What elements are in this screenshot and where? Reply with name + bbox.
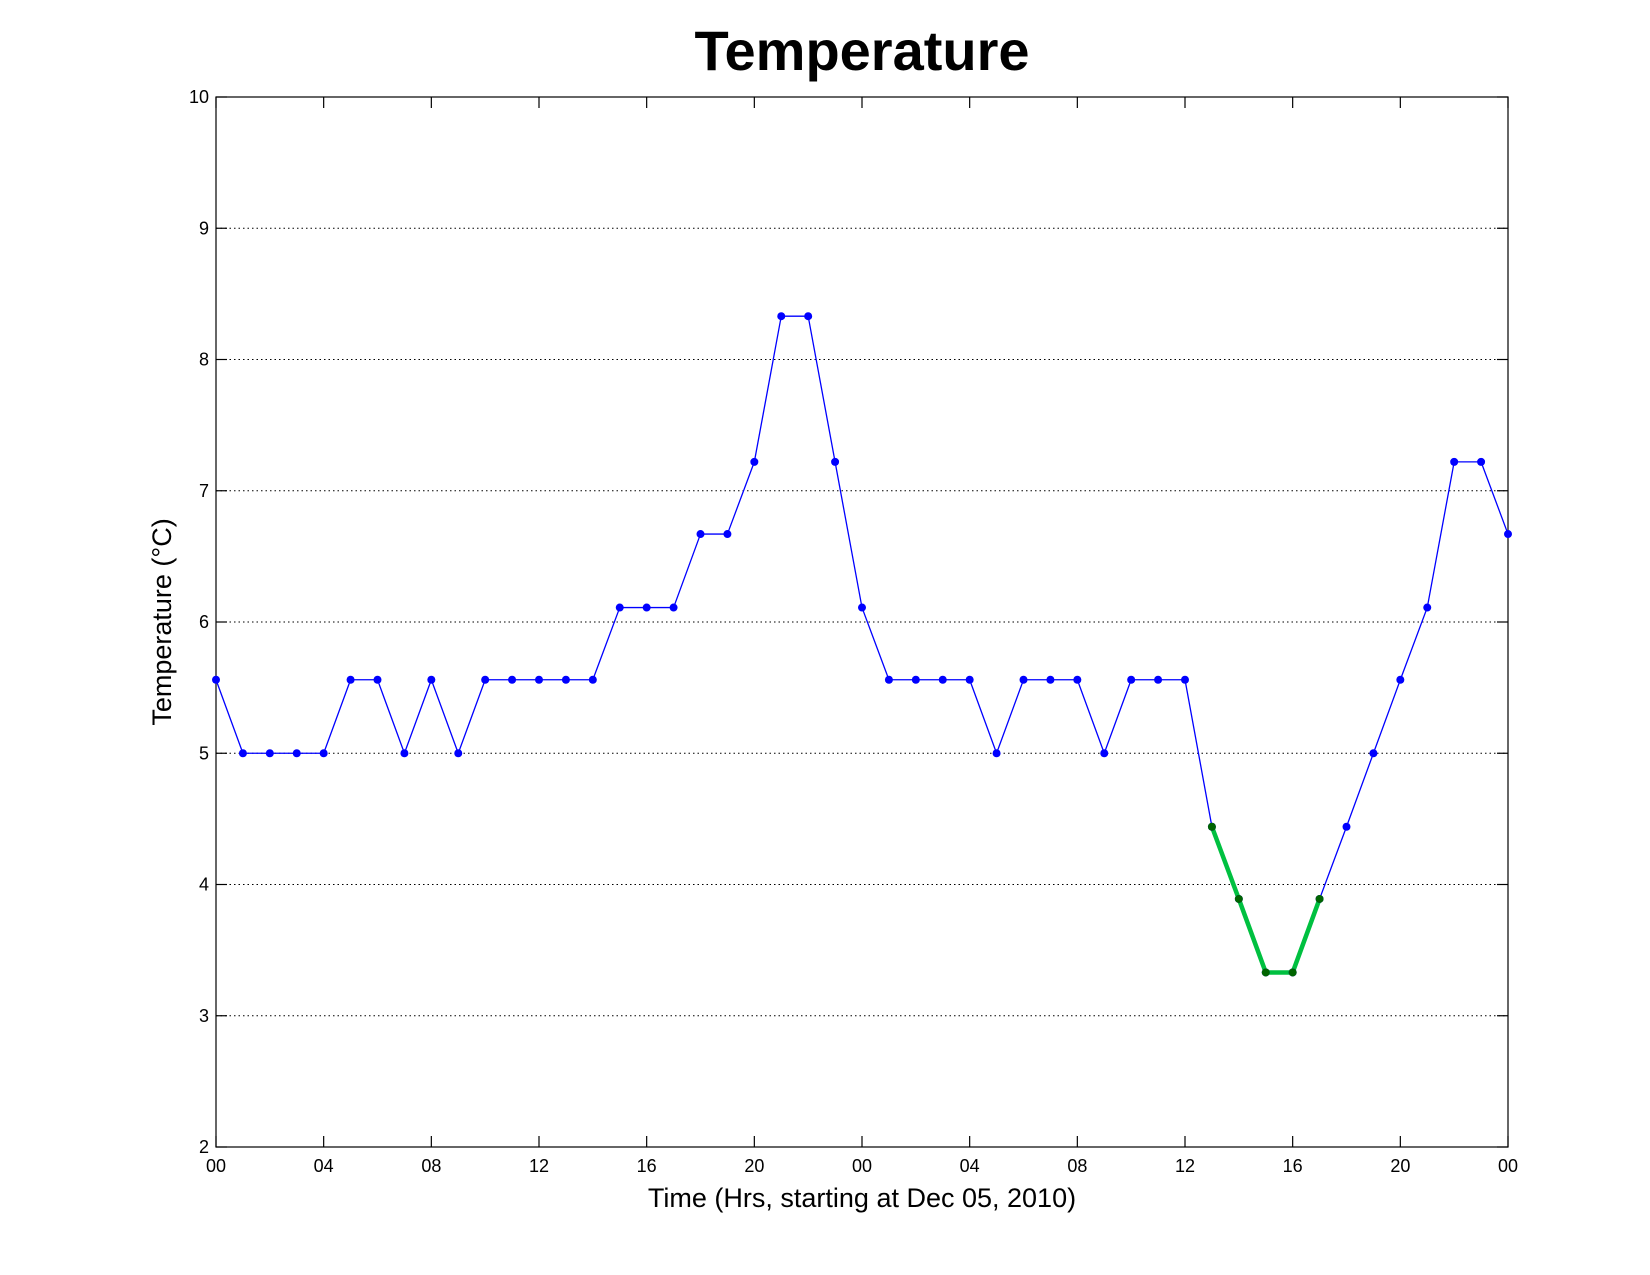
data-point	[400, 749, 409, 758]
highlight-data-point	[1261, 968, 1270, 977]
data-point	[615, 603, 624, 612]
data-point	[238, 749, 247, 758]
y-tick-label: 4	[199, 875, 209, 895]
data-point	[777, 312, 786, 321]
y-tick-label: 8	[199, 350, 209, 370]
highlight-data-point	[1315, 894, 1324, 903]
data-point	[454, 749, 463, 758]
data-point	[938, 675, 947, 684]
data-point	[831, 457, 840, 466]
x-tick-label: 08	[421, 1156, 441, 1176]
data-point	[1019, 675, 1028, 684]
data-point	[1046, 675, 1055, 684]
gridlines	[216, 227, 1508, 1017]
data-point	[588, 675, 597, 684]
highlight-data-point	[1288, 968, 1297, 977]
data-point	[1396, 675, 1405, 684]
data-point	[319, 749, 328, 758]
y-tick-label: 9	[199, 218, 209, 238]
y-tick-label: 3	[199, 1006, 209, 1026]
data-point	[561, 675, 570, 684]
y-tick-label: 10	[189, 87, 209, 107]
data-point	[723, 530, 732, 539]
data-point	[858, 603, 866, 612]
data-point	[642, 603, 651, 612]
data-point	[1423, 603, 1432, 612]
x-tick-label: 04	[960, 1156, 980, 1176]
x-tick-label: 12	[529, 1156, 549, 1176]
data-point	[1369, 749, 1378, 758]
data-point	[292, 749, 301, 758]
data-point	[508, 675, 517, 684]
x-tick-label: 00	[852, 1156, 872, 1176]
data-point	[1450, 457, 1459, 466]
chart-title: Temperature	[694, 19, 1029, 82]
data-point	[1073, 675, 1082, 684]
data-point	[1342, 822, 1351, 831]
y-tick-label: 7	[199, 481, 209, 501]
x-axis-label: Time (Hrs, starting at Dec 05, 2010)	[648, 1183, 1076, 1213]
y-axis-ticks: 2 3 4 5 6 7 8 9 10	[189, 87, 1508, 1157]
data-point	[884, 675, 893, 684]
data-point	[427, 675, 436, 684]
highlight-data-point	[1234, 894, 1243, 903]
data-point	[669, 603, 678, 612]
data-point	[965, 675, 974, 684]
y-tick-label: 6	[199, 612, 209, 632]
data-point	[535, 675, 543, 684]
data-point	[1504, 530, 1512, 539]
y-axis-label: Temperature (°C)	[147, 518, 177, 725]
x-axis-ticks: 00 04 08 12 16 20 00 04 08 12 16 20 00	[206, 97, 1518, 1176]
data-point	[1100, 749, 1109, 758]
x-tick-label: 16	[1283, 1156, 1303, 1176]
x-tick-label: 20	[1390, 1156, 1410, 1176]
data-point	[1154, 675, 1163, 684]
data-point	[346, 675, 355, 684]
data-point	[992, 749, 1001, 758]
y-tick-label: 5	[199, 743, 209, 763]
y-tick-label: 2	[199, 1137, 209, 1157]
x-tick-label: 20	[744, 1156, 764, 1176]
data-point	[1127, 675, 1136, 684]
data-point	[373, 675, 382, 684]
x-tick-label: 00	[1498, 1156, 1518, 1176]
x-tick-label: 08	[1067, 1156, 1087, 1176]
data-point	[911, 675, 920, 684]
x-tick-label: 00	[206, 1156, 226, 1176]
x-tick-label: 04	[314, 1156, 334, 1176]
data-point	[1477, 457, 1486, 466]
data-point	[1181, 675, 1189, 684]
x-tick-label: 16	[637, 1156, 657, 1176]
data-point	[804, 312, 813, 321]
data-point	[212, 675, 220, 684]
data-point	[265, 749, 274, 758]
highlight-data-point	[1207, 822, 1216, 831]
data-point	[750, 457, 759, 466]
data-point	[481, 675, 490, 684]
x-tick-label: 12	[1175, 1156, 1195, 1176]
series-markers	[212, 312, 1512, 977]
data-point	[696, 530, 705, 539]
